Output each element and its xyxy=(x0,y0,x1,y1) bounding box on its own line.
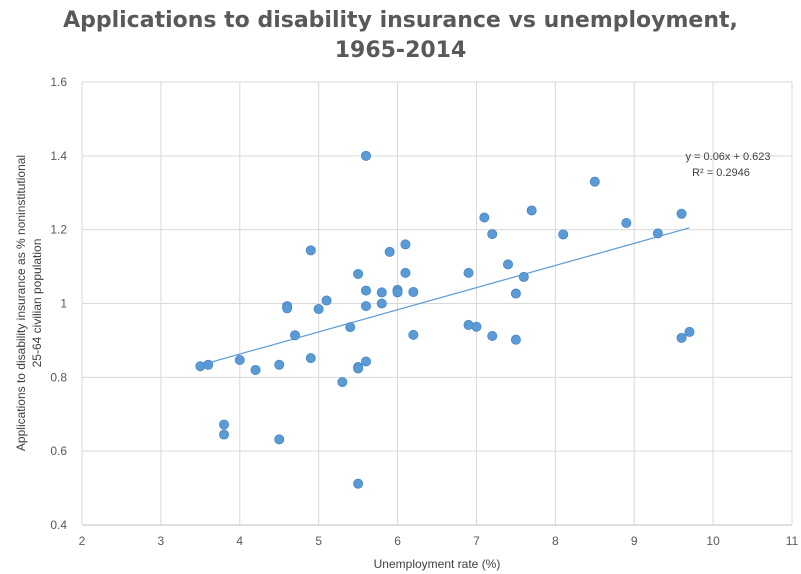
data-point xyxy=(400,267,411,278)
data-point xyxy=(487,229,498,240)
data-point xyxy=(305,353,316,364)
axes xyxy=(81,82,792,526)
data-point xyxy=(558,229,569,240)
data-point xyxy=(376,298,387,309)
y-tick-labels: 0.4 0.6 0.8 1 1.2 1.4 1.6 xyxy=(50,75,67,532)
data-point xyxy=(479,212,490,223)
data-point xyxy=(203,359,214,370)
data-point xyxy=(250,364,261,375)
data-point xyxy=(234,354,245,365)
data-point xyxy=(218,429,229,440)
data-point xyxy=(337,377,348,388)
data-point xyxy=(408,329,419,340)
data-point xyxy=(384,246,395,257)
trendline-equation: y = 0.06x + 0.623 xyxy=(685,151,770,163)
data-point xyxy=(589,176,600,187)
x-tick-label: 6 xyxy=(394,534,401,548)
data-point xyxy=(676,208,687,219)
trendline-r-squared: R² = 0.2946 xyxy=(692,167,750,179)
data-point xyxy=(408,287,419,298)
y-tick-label: 0.8 xyxy=(50,370,67,384)
x-tick-label: 10 xyxy=(706,534,720,548)
gridlines xyxy=(82,81,793,525)
x-tick-label: 3 xyxy=(158,534,165,548)
y-tick-label: 1 xyxy=(60,297,67,311)
data-point xyxy=(321,295,332,306)
x-tick-label: 4 xyxy=(236,534,243,548)
data-point xyxy=(360,150,371,161)
data-point xyxy=(274,359,285,370)
data-point xyxy=(289,330,300,341)
data-point xyxy=(510,334,521,345)
data-point xyxy=(353,268,364,279)
data-point xyxy=(353,363,364,374)
data-point xyxy=(392,287,403,298)
data-point xyxy=(510,288,521,299)
data-point xyxy=(376,287,387,298)
data-point xyxy=(353,478,364,489)
data-points xyxy=(195,150,695,489)
data-point xyxy=(471,321,482,332)
trendline xyxy=(200,227,690,366)
data-point xyxy=(360,285,371,296)
data-point xyxy=(518,271,529,282)
data-point xyxy=(274,434,285,445)
data-point xyxy=(676,332,687,343)
x-tick-labels: 2 3 4 5 6 7 8 9 10 11 xyxy=(79,534,799,548)
data-point xyxy=(400,239,411,250)
y-tick-label: 0.6 xyxy=(50,444,67,458)
data-point xyxy=(282,303,293,314)
data-point xyxy=(218,419,229,430)
y-tick-label: 1.2 xyxy=(50,223,67,237)
x-tick-label: 8 xyxy=(552,534,559,548)
y-axis-label-line-1: Applications to disability insurance as … xyxy=(14,155,28,451)
data-point xyxy=(684,326,695,337)
y-tick-label: 0.4 xyxy=(50,518,67,532)
data-point xyxy=(345,322,356,333)
data-point xyxy=(502,259,513,270)
data-point xyxy=(463,267,474,278)
data-point xyxy=(526,205,537,216)
x-tick-label: 2 xyxy=(79,534,86,548)
chart-title-line-1: Applications to disability insurance vs … xyxy=(63,8,738,33)
x-tick-label: 5 xyxy=(315,534,322,548)
y-axis-label-line-2: 25-64 civilian population xyxy=(30,239,44,368)
x-tick-label: 9 xyxy=(631,534,638,548)
x-tick-label: 11 xyxy=(786,534,799,548)
data-point xyxy=(487,330,498,341)
data-point xyxy=(360,301,371,312)
data-point xyxy=(360,356,371,367)
chart-title-line-2: 1965-2014 xyxy=(334,38,467,63)
data-point xyxy=(313,304,324,315)
y-tick-label: 1.6 xyxy=(50,75,67,89)
x-axis-label: Unemployment rate (%) xyxy=(374,557,501,571)
y-tick-label: 1.4 xyxy=(50,149,67,163)
data-point xyxy=(621,218,632,229)
data-point xyxy=(652,228,663,239)
data-point xyxy=(305,245,316,256)
x-tick-label: 7 xyxy=(473,534,480,548)
